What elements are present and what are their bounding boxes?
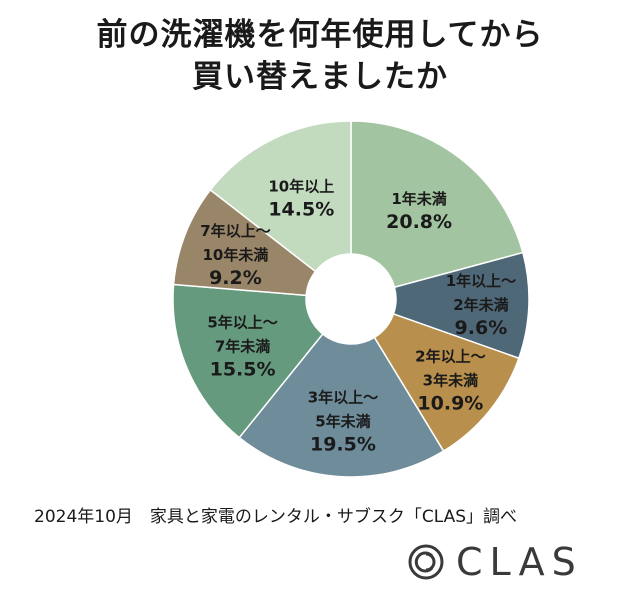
- pie-slice-2: [392, 251, 530, 360]
- slice-percent-4: 19.5%: [310, 434, 376, 456]
- pie-slice-3: [373, 313, 520, 453]
- slice-category-4: 5年未満: [315, 413, 370, 431]
- slice-percent-5: 15.5%: [210, 359, 276, 381]
- slice-category-5: 5年以上～: [207, 314, 277, 332]
- slice-category-7: 10年以上: [268, 178, 334, 196]
- brand-name: CLAS: [456, 540, 583, 584]
- slice-percent-3: 10.9%: [417, 393, 483, 415]
- slice-label-1: 1年未満 20.8%: [386, 190, 452, 233]
- pie-slice-4: [238, 332, 445, 478]
- slice-category-3: 2年以上～: [415, 348, 485, 366]
- slice-label-4: 3年以上～ 5年未満 19.5%: [308, 389, 378, 456]
- clas-logo-icon: [408, 544, 444, 580]
- slice-label-7: 10年以上 14.5%: [268, 178, 334, 221]
- slice-percent-6: 9.2%: [209, 267, 262, 289]
- slice-category-2: 1年以上～: [446, 272, 516, 290]
- chart-title-line-1: 前の洗濯機を何年使用してから: [96, 17, 544, 53]
- slice-percent-2: 9.6%: [455, 317, 508, 339]
- slice-category-1: 1年未満: [391, 190, 446, 208]
- pie-slice-7: [209, 120, 352, 273]
- slice-category-5: 7年未満: [215, 338, 270, 356]
- slice-label-3: 2年以上～ 3年未満 10.9%: [415, 348, 485, 415]
- slice-category-6: 10年未満: [202, 246, 268, 264]
- slice-category-6: 7年以上～: [200, 222, 270, 240]
- chart-title-line-2: 買い替えましたか: [192, 59, 448, 95]
- slice-percent-7: 14.5%: [268, 199, 334, 221]
- pie-slice-5: [172, 283, 324, 439]
- slice-label-5: 5年以上～ 7年未満 15.5%: [207, 314, 277, 381]
- brand-logo: CLAS: [406, 540, 583, 584]
- survey-source: 2024年10月 家具と家電のレンタル・サブスク「CLAS」調べ: [34, 507, 518, 527]
- slice-category-4: 3年以上～: [308, 389, 378, 407]
- donut-chart: 1年未満 20.8% 1年以上～ 2年未満 9.6% 2年以上～ 3年未満 10.9% 3年以上…: [172, 120, 530, 478]
- slice-percent-1: 20.8%: [386, 211, 452, 233]
- slice-category-2: 2年未満: [453, 296, 508, 314]
- pie-slice-6: [172, 188, 317, 297]
- pie-slice-1: [350, 120, 524, 289]
- slice-label-6: 7年以上～ 10年未満 9.2%: [200, 222, 270, 289]
- slice-label-2: 1年以上～ 2年未満 9.6%: [446, 272, 516, 339]
- chart-title: 前の洗濯機を何年使用してから 買い替えましたか: [0, 14, 640, 98]
- slice-category-3: 3年未満: [423, 372, 478, 390]
